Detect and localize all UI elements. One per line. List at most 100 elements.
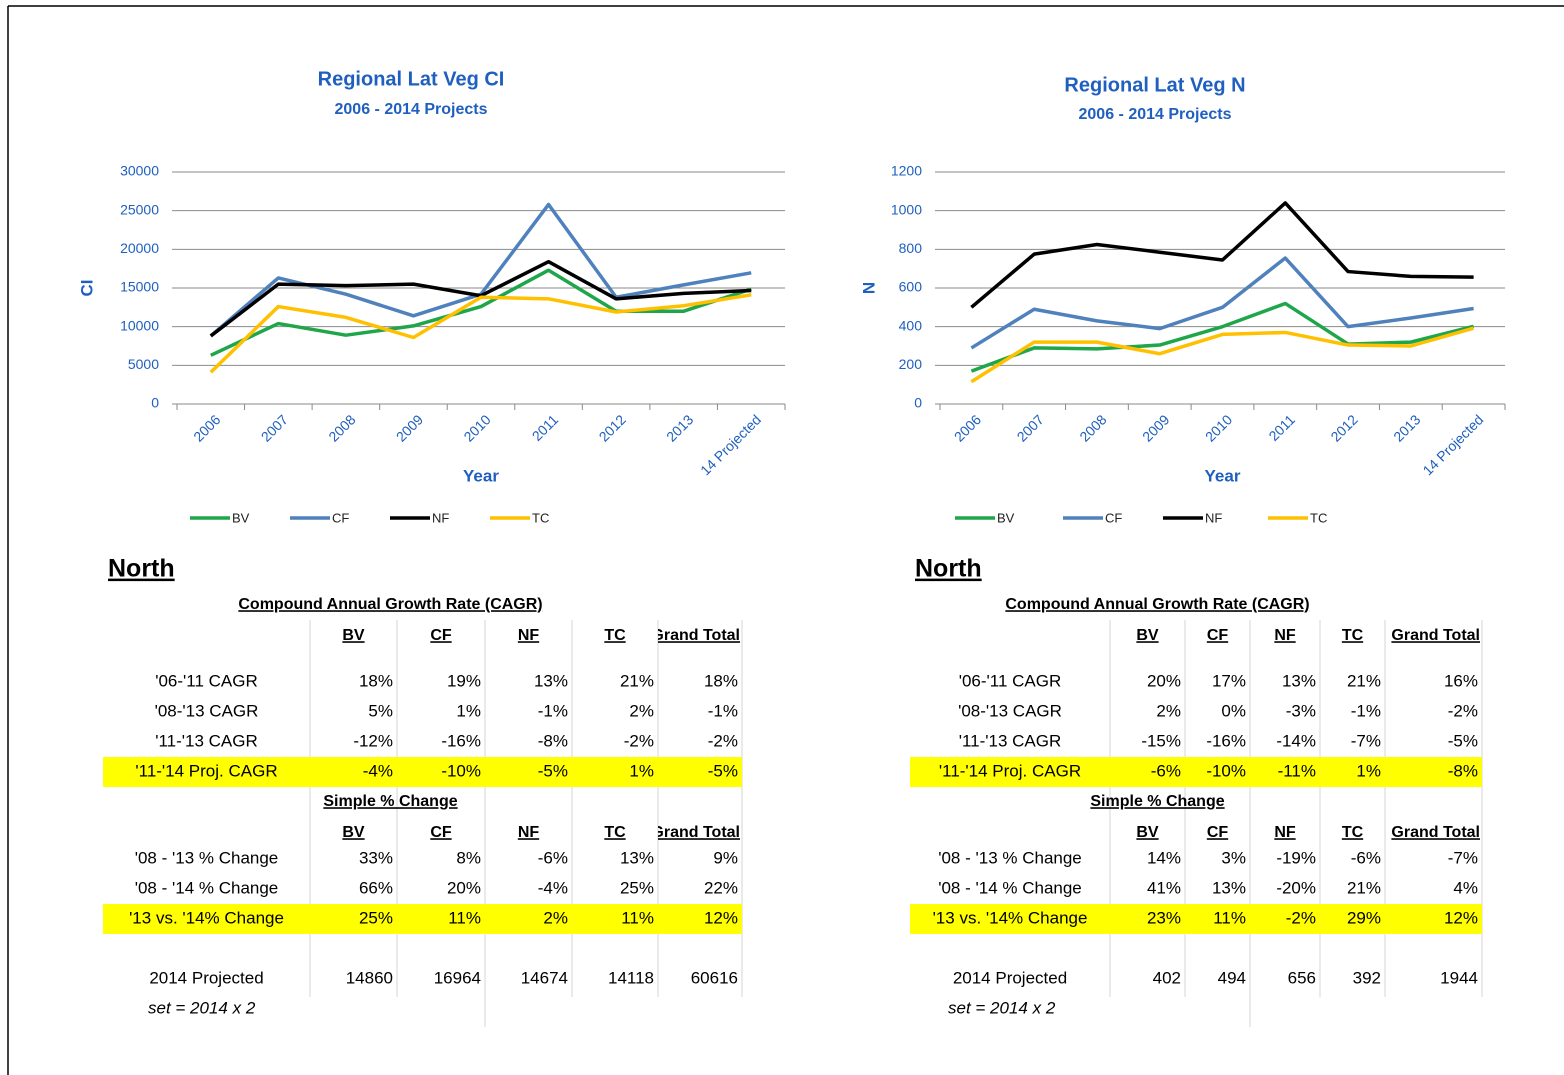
- cell-value: -5%: [708, 761, 738, 780]
- cell-value: 12%: [1444, 908, 1478, 927]
- x-tick-label: 2011: [1265, 411, 1298, 444]
- cell-value: -19%: [1276, 848, 1316, 867]
- cell-value: 19%: [447, 671, 481, 690]
- cell-value: 1%: [456, 701, 481, 720]
- cell-value: 23%: [1147, 908, 1181, 927]
- y-tick-label: 1000: [891, 201, 922, 217]
- cell-value: 402: [1153, 968, 1181, 987]
- series-line: [970, 256, 1474, 350]
- column-header: CF: [430, 627, 452, 644]
- series-line: [210, 268, 752, 357]
- legend-label: CF: [332, 510, 349, 525]
- column-header: NF: [518, 627, 540, 644]
- legend-label: BV: [997, 510, 1015, 525]
- cell-value: 25%: [359, 908, 393, 927]
- cell-value: 14860: [346, 968, 393, 987]
- legend-label: TC: [1310, 510, 1327, 525]
- cell-value: -4%: [363, 761, 393, 780]
- x-tick-label: 2011: [529, 411, 562, 444]
- cell-value: -4%: [538, 878, 568, 897]
- y-tick-label: 15000: [120, 279, 159, 295]
- cell-value: -7%: [1448, 848, 1478, 867]
- cell-value: 2%: [543, 908, 568, 927]
- cell-value: 13%: [620, 848, 654, 867]
- legend-label: NF: [432, 510, 449, 525]
- cell-value: 60616: [691, 968, 738, 987]
- cell-value: 14%: [1147, 848, 1181, 867]
- column-header: Grand Total: [1391, 627, 1480, 644]
- column-header: CF: [430, 824, 452, 841]
- cell-value: 12%: [704, 908, 738, 927]
- cell-value: -6%: [1151, 761, 1181, 780]
- column-header: NF: [518, 824, 540, 841]
- x-axis-label: Year: [1205, 466, 1241, 485]
- x-axis-label: Year: [463, 466, 499, 485]
- row-label: '08 - '14 % Change: [135, 878, 279, 897]
- cell-value: -2%: [1448, 701, 1478, 720]
- cell-value: 392: [1353, 968, 1381, 987]
- column-header: TC: [604, 824, 626, 841]
- legend-label: CF: [1105, 510, 1122, 525]
- chart-title: Regional Lat Veg N: [1064, 74, 1245, 96]
- cell-value: -11%: [1278, 761, 1316, 780]
- column-header: Grand Total: [651, 627, 740, 644]
- x-tick-label: 2012: [1327, 411, 1360, 444]
- column-header: BV: [1136, 627, 1159, 644]
- series-line: [970, 301, 1475, 373]
- cell-value: 18%: [359, 671, 393, 690]
- cell-value: 1944: [1440, 968, 1478, 987]
- cell-value: -5%: [538, 761, 568, 780]
- chart-title: Regional Lat Veg CI: [318, 68, 505, 90]
- cell-value: 18%: [704, 671, 738, 690]
- y-tick-label: 30000: [120, 163, 159, 179]
- column-header: NF: [1274, 627, 1296, 644]
- cell-value: -10%: [1206, 761, 1246, 780]
- cell-value: 41%: [1147, 878, 1181, 897]
- cell-value: 13%: [1282, 671, 1316, 690]
- cell-value: 0%: [1221, 701, 1246, 720]
- cell-value: 9%: [713, 848, 738, 867]
- cell-value: 20%: [447, 878, 481, 897]
- note: set = 2014 x 2: [948, 998, 1056, 1017]
- y-tick-label: 10000: [120, 317, 159, 333]
- column-header: BV: [342, 627, 365, 644]
- row-label: '08-'13 CAGR: [958, 701, 1062, 720]
- row-highlight: [910, 757, 1482, 787]
- row-label: '08 - '14 % Change: [938, 878, 1082, 897]
- section-title: Simple % Change: [323, 793, 457, 810]
- cell-value: -2%: [624, 731, 654, 750]
- legend-label: BV: [232, 510, 250, 525]
- cell-value: 29%: [1347, 908, 1381, 927]
- y-tick-label: 0: [151, 395, 159, 411]
- cell-value: 22%: [704, 878, 738, 897]
- x-tick-label: 2008: [1076, 411, 1109, 444]
- cell-value: 20%: [1147, 671, 1181, 690]
- column-header: TC: [1342, 824, 1364, 841]
- cell-value: 4%: [1453, 878, 1478, 897]
- column-header: NF: [1274, 824, 1296, 841]
- y-tick-label: 25000: [120, 201, 159, 217]
- cell-value: 8%: [456, 848, 481, 867]
- series-line: [970, 326, 1475, 384]
- x-tick-label: 2013: [1390, 411, 1423, 444]
- row-label: '06-'11 CAGR: [959, 671, 1062, 690]
- row-label: '08 - '13 % Change: [135, 848, 279, 867]
- row-label: '11-'13 CAGR: [959, 731, 1062, 750]
- x-tick-label: 2006: [951, 411, 984, 444]
- row-label: '11-'14 Proj. CAGR: [135, 761, 277, 780]
- cell-value: 11%: [621, 908, 654, 927]
- table-heading: North: [108, 555, 175, 583]
- chart-subtitle: 2006 - 2014 Projects: [1079, 106, 1232, 123]
- cell-value: -6%: [1351, 848, 1381, 867]
- table-heading: North: [915, 555, 982, 583]
- cell-value: 2%: [629, 701, 654, 720]
- cell-value: 11%: [448, 908, 481, 927]
- note: set = 2014 x 2: [148, 998, 256, 1017]
- cell-value: 16%: [1444, 671, 1478, 690]
- x-tick-label: 2010: [460, 411, 493, 444]
- row-label: '11-'14 Proj. CAGR: [939, 761, 1081, 780]
- table-grid: [1109, 620, 1483, 1027]
- cell-value: 66%: [359, 878, 393, 897]
- x-tick-label: 2013: [663, 411, 696, 444]
- column-header: TC: [604, 627, 626, 644]
